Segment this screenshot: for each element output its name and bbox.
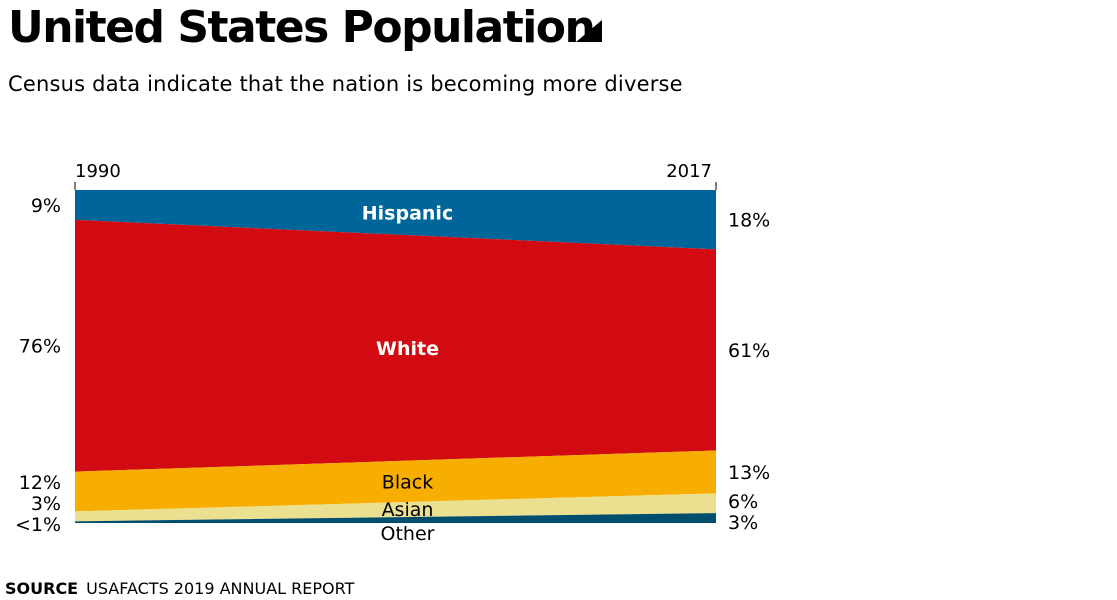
source-label: SOURCE: [5, 579, 79, 598]
series-label-asian: Asian: [382, 499, 434, 521]
area-white: [75, 219, 716, 472]
pct-label-other-1990: <1%: [15, 514, 61, 536]
year-label-1990: 1990: [75, 161, 121, 182]
triangle-mark-icon: [576, 20, 602, 42]
series-label-white: White: [376, 338, 439, 360]
pct-label-black-1990: 12%: [19, 472, 61, 494]
series-label-hispanic: Hispanic: [362, 203, 453, 225]
pct-label-black-2017: 13%: [728, 462, 770, 484]
source-note: SOURCE USAFACTS 2019 ANNUAL REPORT: [5, 578, 354, 600]
source-text: USAFACTS 2019 ANNUAL REPORT: [86, 579, 355, 598]
area-hispanic: [75, 190, 716, 250]
year-label-2017: 2017: [666, 161, 712, 182]
series-label-other: Other: [381, 523, 435, 545]
pct-label-hispanic-1990: 9%: [31, 195, 61, 217]
pct-label-asian-1990: 3%: [31, 493, 61, 515]
pct-label-asian-2017: 6%: [728, 491, 758, 513]
stacked-area-chart: 1990 20179%76%12%3%<1%18%61%13%6%3%Hispan…: [15, 161, 770, 545]
pct-label-white-2017: 61%: [728, 340, 770, 362]
area-asian: [75, 493, 716, 522]
chart-subtitle: Census data indicate that the nation is …: [8, 72, 683, 96]
pct-label-hispanic-2017: 18%: [728, 210, 770, 232]
chart-title: United States Population: [8, 2, 596, 53]
series-label-black: Black: [382, 471, 433, 493]
area-other: [75, 513, 716, 523]
pct-label-other-2017: 3%: [728, 512, 758, 534]
pct-label-white-1990: 76%: [19, 336, 61, 358]
area-black: [75, 450, 716, 512]
